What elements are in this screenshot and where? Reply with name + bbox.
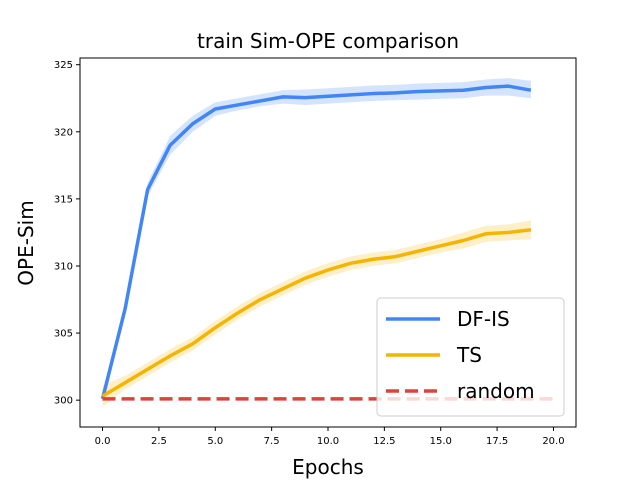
x-tick-label: 10.0	[317, 436, 339, 447]
x-axis-ticks: 0.0 2.5 5.0 7.5 10.0 12.5 15.0 17.5 20.0	[95, 427, 565, 447]
legend-label-df-is: DF-IS	[457, 307, 510, 331]
x-tick-label: 7.5	[264, 436, 280, 447]
y-tick-label: 325	[54, 60, 73, 71]
legend-label-ts: TS	[456, 343, 482, 367]
y-tick-label: 315	[54, 194, 73, 205]
y-tick-label: 310	[54, 261, 73, 272]
line-ts	[101, 228, 532, 398]
line-df-is	[100, 84, 532, 400]
x-tick-label: 15.0	[430, 436, 452, 447]
y-axis-label: OPE-Sim	[14, 200, 38, 285]
x-tick-label: 5.0	[207, 436, 223, 447]
confidence-bands	[102, 78, 531, 407]
x-tick-label: 2.5	[151, 436, 167, 447]
y-axis-ticks: 300 305 310 315 320 325	[54, 60, 80, 407]
y-tick-label: 320	[54, 127, 73, 138]
band-ts	[102, 220, 531, 407]
x-tick-label: 12.5	[373, 436, 395, 447]
y-tick-label: 305	[54, 329, 73, 340]
x-axis-label: Epochs	[292, 455, 364, 479]
legend-label-random: random	[457, 379, 535, 403]
x-tick-label: 17.5	[486, 436, 508, 447]
chart-title: train Sim-OPE comparison	[197, 29, 459, 53]
x-tick-label: 20.0	[542, 436, 564, 447]
series-lines	[100, 84, 554, 401]
legend-box	[376, 297, 565, 417]
x-tick-label: 0.0	[95, 436, 111, 447]
y-tick-label: 300	[54, 396, 73, 407]
legend: DF-IS TS random	[376, 297, 565, 417]
